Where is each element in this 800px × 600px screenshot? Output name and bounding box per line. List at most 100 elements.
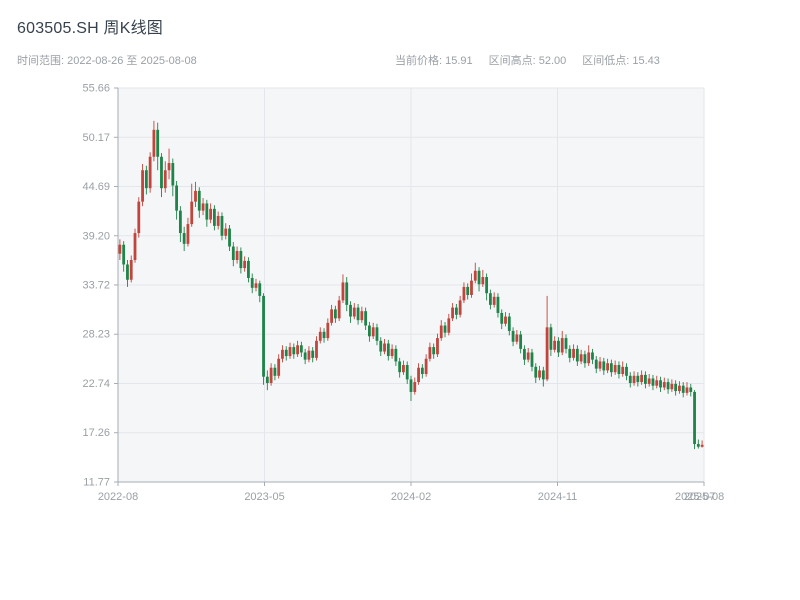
candle-body (201, 203, 205, 211)
candle-body (436, 338, 439, 355)
candle-body (685, 387, 689, 393)
candle-body (696, 444, 700, 447)
current-price-label: 当前价格: 15.91 (395, 55, 473, 67)
candle-body (349, 304, 352, 317)
candle-body (296, 345, 299, 355)
candle-body (507, 316, 511, 331)
candle-body (500, 312, 504, 324)
candle-body (190, 201, 194, 225)
candle-body (118, 244, 122, 254)
candle-body (700, 444, 704, 447)
date-range-label: 时间范围: 2022-08-26 至 2025-08-08 (17, 55, 197, 67)
candle-body (284, 349, 288, 357)
candle-body (224, 228, 228, 236)
candle-body (424, 358, 428, 375)
candle-body (477, 270, 481, 285)
candle-body (228, 228, 231, 247)
candle-body (564, 338, 568, 349)
candle-body (640, 374, 644, 383)
y-axis-label: 22.74 (82, 378, 110, 390)
candle-body (141, 170, 144, 202)
candle-body (636, 375, 640, 383)
candle-body (386, 343, 390, 357)
candle-body (163, 170, 167, 189)
candle-body (587, 352, 591, 364)
candle-body (330, 309, 334, 323)
candle-body (583, 354, 587, 364)
candle-body (594, 359, 598, 369)
candle-body (451, 307, 454, 319)
candle-body (194, 190, 197, 202)
candle-body (443, 325, 447, 333)
candle-body (197, 190, 201, 211)
candle-body (390, 348, 394, 357)
candle-body (371, 327, 375, 337)
candle-body (492, 296, 496, 305)
candle-body (651, 378, 655, 386)
candle-body (488, 293, 492, 305)
y-axis-label: 33.72 (82, 279, 110, 291)
candle-body (644, 374, 647, 384)
candle-body (186, 224, 190, 244)
candle-body (273, 367, 277, 376)
candle-body (129, 259, 133, 280)
candle-body (137, 201, 141, 234)
candlestick-chart: 11.77 17.26 22.74 28.23 33.72 39.20 44.69 50.17… (82, 83, 724, 504)
candle-body (678, 385, 681, 392)
candle-body (466, 286, 470, 296)
candle-body (262, 295, 265, 377)
candle-body (303, 352, 307, 360)
candle-body (398, 361, 402, 373)
candle-body (292, 347, 296, 355)
candle-body (530, 352, 534, 367)
candle-body (523, 348, 526, 360)
y-axis-label: 50.17 (82, 132, 110, 144)
candle-body (360, 311, 364, 321)
candle-body (307, 350, 311, 360)
candle-body (258, 283, 262, 296)
candle-body (689, 387, 693, 392)
candle-body (322, 331, 326, 339)
candle-body (681, 385, 685, 393)
x-axis-label: 2022-08 (98, 491, 138, 503)
candle-body (693, 391, 696, 445)
stats-row: 当前价格: 15.91 区间高点: 52.00 区间低点: 15.43 (395, 52, 660, 68)
candle-body (394, 348, 398, 362)
candle-body (538, 370, 541, 378)
candle-body (541, 370, 545, 380)
candle-body (368, 325, 371, 337)
candle-body (625, 366, 628, 376)
candle-body (126, 264, 129, 280)
candle-body (579, 354, 583, 362)
candle-body (178, 210, 182, 234)
candle-body (152, 129, 156, 157)
candle-body (549, 327, 553, 350)
candle-body (341, 282, 345, 301)
x-axis-label: 2025-08 (684, 491, 724, 503)
candle-body (470, 280, 473, 296)
y-axis-label: 44.69 (82, 181, 110, 193)
candle-body (235, 251, 239, 260)
candle-body (560, 338, 564, 353)
candle-body (545, 327, 549, 380)
candle-body (420, 367, 424, 375)
candle-body (417, 367, 420, 383)
candle-body (659, 380, 662, 388)
candle-body (247, 260, 250, 278)
candle-body (458, 300, 462, 315)
candle-body (568, 348, 572, 358)
y-axis-label: 11.77 (83, 477, 110, 489)
candle-body (318, 331, 322, 341)
candle-body (379, 340, 383, 352)
candle-body (133, 233, 137, 260)
y-axis-label: 39.20 (82, 230, 110, 242)
candle-body (655, 380, 659, 386)
candle-body (662, 382, 666, 388)
candle-body (265, 376, 269, 383)
candle-body (175, 185, 178, 211)
candle-body (148, 156, 152, 189)
candle-body (609, 363, 613, 373)
candle-body (515, 334, 519, 342)
candle-body (337, 300, 341, 319)
